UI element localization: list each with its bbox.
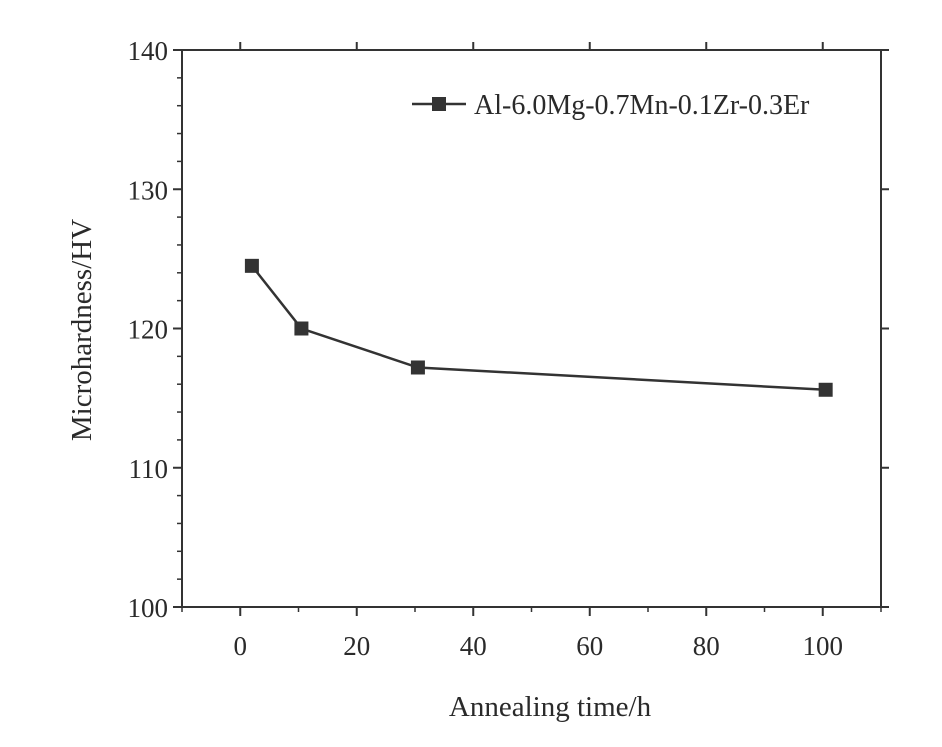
y-tick-label: 100 xyxy=(128,593,169,623)
x-axis-title: Annealing time/h xyxy=(449,691,652,723)
legend-series-label: Al-6.0Mg-0.7Mn-0.1Zr-0.3Er xyxy=(474,90,810,121)
axis-ticks xyxy=(173,42,889,616)
y-axis-title: Microhardness/HV xyxy=(66,219,98,441)
legend: Al-6.0Mg-0.7Mn-0.1Zr-0.3Er xyxy=(412,90,810,121)
plot-border xyxy=(181,49,882,608)
x-tick-label: 0 xyxy=(234,631,248,661)
tick-labels: 0 20 40 60 80 100 100 110 120 130 140 xyxy=(128,36,844,661)
data-point-marker xyxy=(818,382,833,397)
plot-frame xyxy=(181,49,882,608)
y-tick-label: 130 xyxy=(128,175,169,205)
x-tick-label: 40 xyxy=(460,631,487,661)
series-line xyxy=(250,265,826,392)
data-point-marker xyxy=(244,258,259,273)
data-point-marker xyxy=(410,360,425,375)
y-tick-label: 140 xyxy=(128,36,169,66)
legend-square-marker xyxy=(432,97,446,111)
x-tick-label: 20 xyxy=(343,631,370,661)
x-tick-label: 80 xyxy=(693,631,720,661)
y-tick-label: 110 xyxy=(129,454,169,484)
data-point-marker xyxy=(294,321,309,336)
x-tick-label: 100 xyxy=(803,631,844,661)
x-tick-label: 60 xyxy=(576,631,603,661)
series-layer xyxy=(244,258,833,397)
y-tick-label: 120 xyxy=(128,315,169,345)
